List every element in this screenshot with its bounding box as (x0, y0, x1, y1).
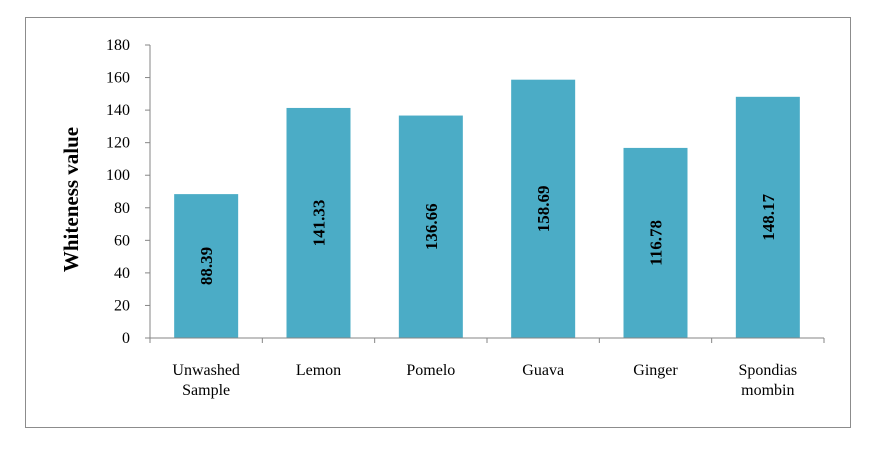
bar-data-label: 116.78 (647, 220, 666, 266)
y-tick-label: 0 (122, 330, 130, 347)
y-tick-label: 80 (114, 200, 130, 217)
y-tick-label: 120 (106, 135, 130, 152)
y-tick-label: 40 (114, 265, 130, 282)
x-category-label: Ginger (633, 362, 678, 379)
bar-data-label: 136.66 (422, 203, 441, 250)
y-axis: 0 20 40 60 80 100 120 140 160 180 (106, 37, 151, 347)
y-tick-label: 20 (114, 297, 130, 314)
x-category-label: Lemon (296, 362, 341, 379)
x-category-label: mombin (741, 382, 794, 399)
bar (174, 194, 239, 338)
bar (398, 115, 463, 339)
bar (511, 79, 576, 339)
y-tick-label: 160 (106, 70, 130, 87)
x-category-label: Spondias (738, 362, 797, 379)
x-category-label: Guava (522, 362, 564, 379)
bar-data-label: 141.33 (310, 200, 329, 247)
y-tick-label: 140 (106, 102, 130, 119)
y-axis-title: Whiteness value (59, 127, 83, 272)
x-category-label: Sample (182, 382, 230, 399)
bar (623, 147, 688, 338)
y-tick-label: 100 (106, 167, 130, 184)
bar-data-label: 158.69 (534, 185, 553, 232)
x-category-label: Pomelo (406, 362, 455, 379)
bar (735, 96, 800, 338)
x-category-label: Unwashed (172, 362, 240, 379)
x-axis: Unwashed Sample Lemon Pomelo Guava Ginger Spon… (149, 337, 825, 399)
y-tick-label: 180 (106, 37, 130, 54)
bar-data-label: 148.17 (759, 194, 778, 241)
bar (286, 107, 351, 338)
bars: 88.39 141.33 136.66 158.69 116.78 148.17 (174, 79, 800, 339)
y-tick-label: 60 (114, 232, 130, 249)
bar-data-label: 88.39 (197, 247, 216, 285)
